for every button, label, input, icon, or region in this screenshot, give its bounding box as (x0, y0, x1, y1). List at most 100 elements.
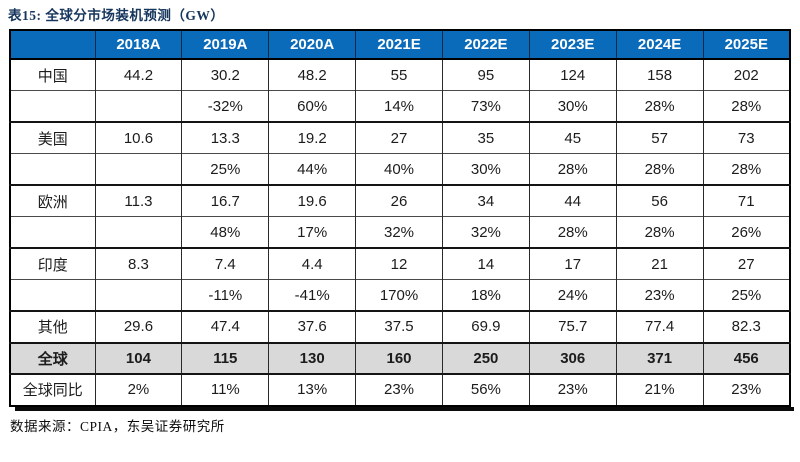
value-cell: 306 (528, 341, 617, 374)
value-cell: 19.6 (268, 184, 356, 217)
source-note: 数据来源：CPIA，东吴证券研究所 (10, 418, 225, 434)
value-cell: 2% (94, 373, 182, 406)
table-row: 美国 10.6 13.3 19.2 27 35 45 57 73 (9, 121, 790, 154)
row-label-cell: 中国 (9, 58, 96, 91)
row-label-cell (9, 216, 96, 248)
column-header: 2025E (702, 30, 790, 60)
value-cell: 250 (441, 341, 530, 374)
value-cell: 21% (615, 373, 704, 406)
table-row: 欧洲 11.3 16.7 19.6 26 34 44 56 71 (9, 184, 790, 217)
table-row: 印度 8.3 7.4 4.4 12 14 17 21 27 (9, 247, 790, 280)
table-header-row: 2018A 2019A 2020A 2021E 2022E 2023E 2024E 2025E (9, 30, 790, 60)
value-cell: 10.6 (94, 121, 182, 154)
table-row: -32% 60% 14% 73% 30% 28% 28% (9, 90, 790, 122)
value-cell: 27 (355, 121, 443, 154)
value-cell: 71 (702, 184, 790, 217)
value-cell: 23% (528, 373, 617, 406)
value-cell (94, 90, 182, 122)
value-cell: 17% (268, 216, 356, 248)
value-cell: 115 (181, 341, 269, 374)
value-cell: -41% (268, 279, 356, 311)
table-row: -11% -41% 170% 18% 24% 23% 25% (9, 279, 790, 311)
value-cell: 28% (615, 153, 704, 185)
value-cell: 30.2 (181, 58, 269, 91)
value-cell: 23% (702, 373, 790, 406)
value-cell: 40% (355, 153, 443, 185)
row-label-cell: 欧洲 (9, 184, 96, 217)
value-cell: 12 (355, 247, 443, 280)
value-cell: 82.3 (702, 310, 790, 343)
table-body: 中国 44.2 30.2 48.2 55 95 124 158 202 -32% 60% 14% 73%… (9, 58, 790, 406)
column-header: 2019A (181, 30, 269, 60)
row-label-cell (9, 279, 96, 311)
value-cell: 44 (528, 184, 617, 217)
value-cell: 24% (528, 279, 617, 311)
value-cell: 16.7 (181, 184, 269, 217)
value-cell: 170% (355, 279, 443, 311)
row-label-cell: 其他 (9, 310, 96, 343)
value-cell: 34 (441, 184, 530, 217)
row-label-cell (9, 90, 96, 122)
value-cell: 23% (355, 373, 443, 406)
value-cell: 11.3 (94, 184, 182, 217)
value-cell: 32% (441, 216, 530, 248)
value-cell: 28% (615, 216, 704, 248)
installation-forecast-table: 2018A 2019A 2020A 2021E 2022E 2023E 2024E 2025E… (9, 29, 791, 407)
value-cell: 56 (615, 184, 704, 217)
value-cell: 25% (702, 279, 790, 311)
table-row: 其他 29.6 47.4 37.6 37.5 69.9 75.7 77.4 82.3 (9, 310, 790, 343)
value-cell: 14 (441, 247, 530, 280)
value-cell: 21 (615, 247, 704, 280)
value-cell: 28% (615, 90, 704, 122)
value-cell: -11% (181, 279, 269, 311)
value-cell: 11% (181, 373, 269, 406)
value-cell: 104 (94, 341, 182, 374)
value-cell: 27 (702, 247, 790, 280)
value-cell: 28% (528, 216, 617, 248)
value-cell: 35 (441, 121, 530, 154)
value-cell: 23% (615, 279, 704, 311)
value-cell: 371 (615, 341, 704, 374)
column-header: 2023E (528, 30, 617, 60)
value-cell: 456 (702, 341, 790, 374)
value-cell: 48% (181, 216, 269, 248)
value-cell (94, 279, 182, 311)
value-cell: 7.4 (181, 247, 269, 280)
value-cell: 69.9 (441, 310, 530, 343)
table-container: 2018A 2019A 2020A 2021E 2022E 2023E 2024E 2025E… (9, 29, 794, 410)
value-cell: 29.6 (94, 310, 182, 343)
row-label-cell: 全球 (9, 341, 96, 374)
value-cell: 17 (528, 247, 617, 280)
value-cell: 30% (528, 90, 617, 122)
value-cell: 77.4 (615, 310, 704, 343)
table-row: 25% 44% 40% 30% 28% 28% 28% (9, 153, 790, 185)
value-cell: 124 (528, 58, 617, 91)
corner-cell (9, 30, 96, 60)
value-cell: 37.6 (268, 310, 356, 343)
value-cell: 95 (441, 58, 530, 91)
value-cell: 47.4 (181, 310, 269, 343)
value-cell: 44.2 (94, 58, 182, 91)
value-cell: 26% (702, 216, 790, 248)
table-row: 48% 17% 32% 32% 28% 28% 26% (9, 216, 790, 248)
value-cell: 56% (441, 373, 530, 406)
value-cell: 4.4 (268, 247, 356, 280)
value-cell: 57 (615, 121, 704, 154)
value-cell: 48.2 (268, 58, 356, 91)
table-row: 中国 44.2 30.2 48.2 55 95 124 158 202 (9, 58, 790, 91)
column-header: 2020A (268, 30, 356, 60)
row-label-cell: 全球同比 (9, 373, 96, 406)
value-cell: 28% (528, 153, 617, 185)
value-cell: 13.3 (181, 121, 269, 154)
value-cell: 8.3 (94, 247, 182, 280)
value-cell (94, 216, 182, 248)
value-cell: 45 (528, 121, 617, 154)
value-cell: 26 (355, 184, 443, 217)
column-header: 2022E (441, 30, 530, 60)
value-cell: 73% (441, 90, 530, 122)
value-cell (94, 153, 182, 185)
value-cell: 160 (355, 341, 443, 374)
table-title: 表15: 全球分市场装机预测（GW） (8, 8, 225, 23)
value-cell: 13% (268, 373, 356, 406)
